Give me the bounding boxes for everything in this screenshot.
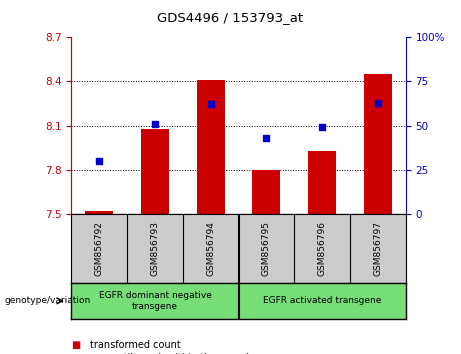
Text: GSM856797: GSM856797	[373, 221, 382, 276]
Bar	[308, 151, 336, 214]
Point	[374, 100, 382, 105]
Text: ■: ■	[71, 340, 81, 350]
Text: ■: ■	[71, 353, 81, 354]
Text: GSM856792: GSM856792	[95, 221, 104, 276]
Bar	[141, 129, 169, 214]
Point	[95, 158, 103, 164]
Bar	[85, 211, 113, 214]
Text: GSM856794: GSM856794	[206, 221, 215, 276]
Bar	[253, 170, 280, 214]
Text: GSM856796: GSM856796	[318, 221, 327, 276]
Text: GDS4496 / 153793_at: GDS4496 / 153793_at	[158, 11, 303, 24]
Point	[151, 121, 159, 127]
Point	[263, 135, 270, 141]
Text: GSM856793: GSM856793	[150, 221, 160, 276]
Text: EGFR activated transgene: EGFR activated transgene	[263, 296, 381, 306]
Text: EGFR dominant negative
transgene: EGFR dominant negative transgene	[99, 291, 212, 310]
Text: transformed count: transformed count	[90, 340, 181, 350]
Point	[207, 102, 214, 107]
Bar	[197, 80, 225, 214]
Text: genotype/variation: genotype/variation	[5, 296, 91, 306]
Text: percentile rank within the sample: percentile rank within the sample	[90, 353, 255, 354]
Point	[319, 125, 326, 130]
Text: GSM856795: GSM856795	[262, 221, 271, 276]
Bar	[364, 74, 392, 214]
